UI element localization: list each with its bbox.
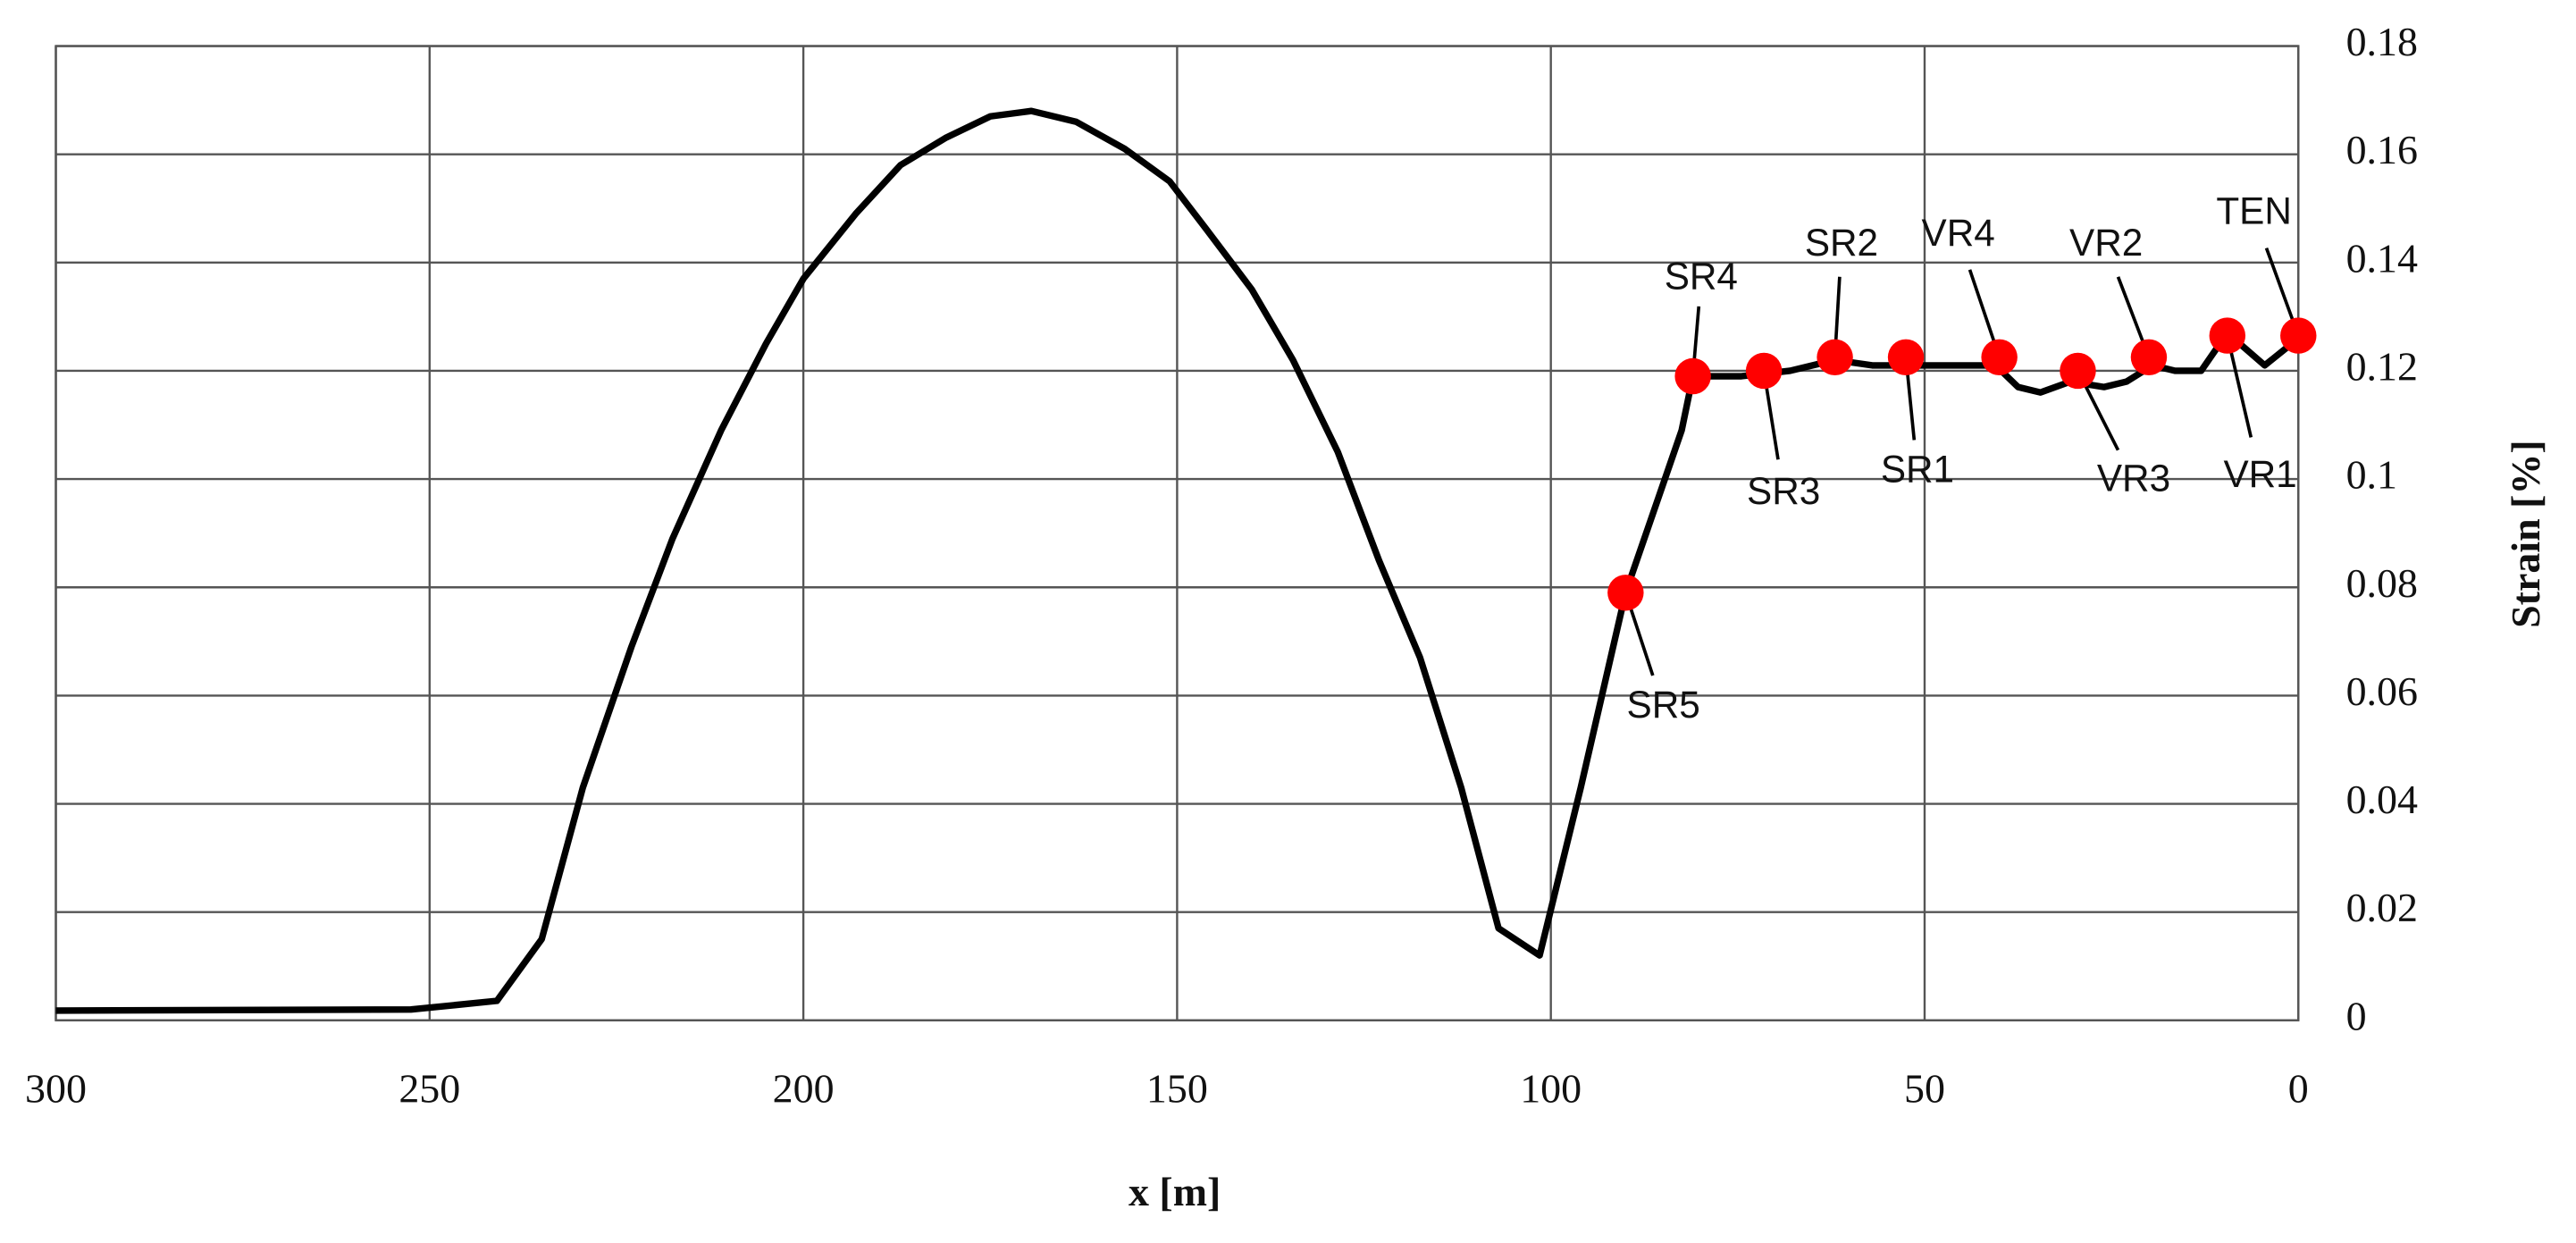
leader-line	[1691, 306, 1701, 365]
y-tick-label: 0.04	[2346, 777, 2418, 822]
point-label: TEN	[2216, 190, 2292, 232]
leader-line	[1905, 371, 1917, 441]
marker	[1674, 357, 1711, 395]
point-label: VR2	[2069, 222, 2143, 264]
point-label: SR4	[1665, 256, 1738, 298]
x-tick-label: 100	[1520, 1065, 1582, 1111]
y-tick-label: 0.02	[2346, 885, 2418, 930]
leader-line	[1764, 385, 1780, 460]
leader-line	[1628, 606, 1655, 676]
y-tick-label: 0	[2346, 993, 2367, 1038]
x-tick-label: 150	[1146, 1065, 1208, 1111]
y-tick-label: 0.12	[2346, 343, 2418, 389]
point-label: VR4	[1922, 212, 1995, 254]
x-tick-label: 0	[2288, 1065, 2309, 1111]
leader-line	[1968, 269, 1996, 344]
point-label: SR3	[1747, 470, 1820, 512]
marker	[1607, 575, 1644, 611]
y-tick-label: 0.14	[2346, 235, 2418, 281]
marker	[1745, 352, 1783, 390]
point-label: SR2	[1805, 222, 1878, 264]
point-label: VR3	[2097, 457, 2170, 499]
y-tick-label: 0.16	[2346, 127, 2418, 172]
point-label: SR1	[1881, 449, 1954, 491]
marker	[1817, 339, 1853, 376]
leader-line	[2116, 276, 2145, 345]
x-tick-label: 50	[1904, 1065, 1945, 1111]
marker	[2130, 339, 2168, 376]
y-tick-label: 0.06	[2346, 668, 2418, 714]
x-tick-label: 200	[773, 1065, 835, 1111]
y-tick-label: 0.1	[2346, 452, 2397, 498]
y-axis-title: Strain [%]	[2503, 440, 2548, 628]
marker	[2209, 317, 2246, 354]
x-tick-label: 300	[25, 1065, 87, 1111]
leader-line	[2229, 352, 2253, 438]
leader-line	[1833, 276, 1842, 344]
marker	[1887, 339, 1925, 376]
leader-line	[2083, 382, 2120, 451]
marker	[1981, 339, 2018, 376]
x-axis-title: x [m]	[1129, 1169, 1221, 1214]
leader-line	[2264, 247, 2295, 322]
y-tick-label: 0.18	[2346, 19, 2418, 64]
point-label: VR1	[2223, 453, 2296, 495]
plot-frame	[55, 45, 2300, 1022]
x-tick-label: 250	[399, 1065, 460, 1111]
point-label: SR5	[1627, 684, 1700, 726]
marker	[2280, 317, 2317, 354]
marker	[2060, 352, 2096, 390]
y-tick-label: 0.08	[2346, 560, 2418, 606]
